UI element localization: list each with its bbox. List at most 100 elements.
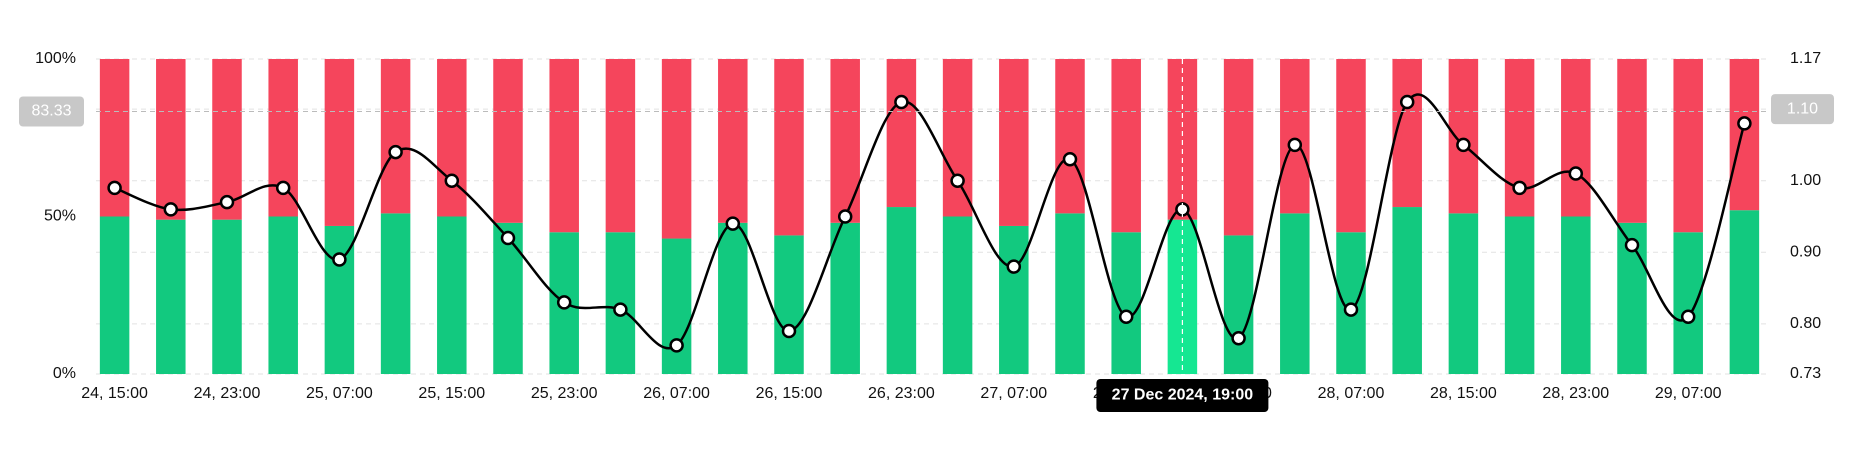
bar-segment	[718, 59, 748, 223]
crosshair-x-box	[1096, 379, 1269, 412]
ratio-point	[275, 180, 291, 196]
bar-segment	[1280, 59, 1310, 214]
crosshair-y2-box	[1771, 94, 1834, 125]
ratio-point	[500, 230, 516, 246]
ratio-line	[114, 93, 1746, 350]
bar-segment	[437, 59, 467, 217]
bar-segment	[661, 59, 692, 239]
y2-tick-label: 1.17	[1790, 50, 1821, 67]
bar-segment	[942, 59, 973, 217]
ratio-point	[1343, 302, 1359, 317]
bar-segment	[212, 219, 242, 374]
bar-segment	[718, 222, 748, 374]
bar-segment	[268, 216, 298, 374]
bar-segment	[437, 216, 467, 374]
bar-segment	[830, 59, 860, 223]
bar-segment	[1729, 59, 1760, 211]
y-tick-label: 50%	[44, 208, 76, 225]
x-tick-label: 29, 07:00	[1655, 385, 1722, 402]
bar-segment	[774, 235, 804, 374]
bar-segment	[1561, 216, 1591, 374]
ratio-point	[163, 202, 179, 217]
x-tick-label: 28, 23:00	[1542, 385, 1609, 402]
ratio-point	[1231, 330, 1246, 346]
ratio-point	[556, 295, 572, 310]
bar-segment	[156, 59, 186, 220]
bar-segment	[999, 59, 1029, 226]
x-tick-label: 25, 15:00	[418, 385, 485, 402]
bar-segment	[1223, 59, 1254, 236]
y-tick-label: 0%	[53, 365, 76, 382]
ratio-point	[1737, 116, 1752, 131]
x-tick-label: 26, 15:00	[756, 385, 823, 402]
y-tick-label: 100%	[35, 50, 76, 67]
crosshair-y-box	[19, 96, 84, 127]
x-tick-label: 28, 15:00	[1430, 385, 1497, 402]
x-tick-label: 24, 23:00	[194, 385, 261, 402]
bar-segment	[156, 219, 186, 374]
bar-segment	[1280, 213, 1310, 374]
bar-segment	[1617, 59, 1647, 223]
bar-segment	[1055, 59, 1085, 214]
bar-segment	[1111, 59, 1141, 233]
bar-segment	[886, 207, 917, 374]
bar-segment	[1561, 59, 1591, 217]
bar-segment	[493, 222, 523, 374]
bar-segment	[886, 59, 917, 208]
bar-segment	[1336, 59, 1366, 233]
ratio-point	[1456, 137, 1471, 153]
y2-tick-label: 0.73	[1790, 365, 1821, 382]
ratio-point	[837, 209, 853, 224]
x-tick-label: 25, 07:00	[306, 385, 373, 402]
bar-segment	[661, 238, 692, 374]
ratio-point	[669, 338, 684, 353]
y2-tick-label: 0.90	[1790, 244, 1821, 261]
x-tick-label: 24, 15:00	[81, 385, 148, 402]
bar-segment	[212, 59, 242, 220]
bar-segment	[942, 216, 973, 374]
ratio-point	[950, 173, 965, 188]
bar-segment	[380, 59, 411, 214]
x-tick-label: 27, 07:00	[980, 385, 1047, 402]
ratio-point	[1118, 309, 1134, 324]
bar-segment	[1392, 207, 1422, 374]
ratio-point	[219, 194, 235, 210]
bar-segment	[1223, 235, 1254, 374]
bar-segment	[1729, 210, 1760, 374]
ratio-point	[1287, 137, 1303, 153]
ratio-point	[1680, 309, 1696, 324]
bar-segment	[1673, 59, 1703, 233]
bar-segment	[999, 225, 1029, 374]
x-tick-label: 28, 07:00	[1318, 385, 1385, 402]
bar-segment	[830, 222, 860, 374]
bar-segment	[99, 216, 130, 374]
crosshair-x-label: 27 Dec 2024, 19:00	[1112, 387, 1254, 404]
bar-segment	[1448, 213, 1479, 374]
bar-segment	[774, 59, 804, 236]
ratio-point	[1624, 237, 1640, 253]
ratio-point	[1399, 94, 1415, 110]
x-tick-label: 26, 23:00	[868, 385, 935, 402]
bar-segment	[493, 59, 523, 223]
crosshair-y-label: 83.33	[31, 103, 71, 120]
y2-tick-label: 1.00	[1790, 172, 1821, 189]
bar-segment	[1448, 59, 1479, 214]
bar-segment	[1673, 232, 1703, 374]
ratio-point	[1006, 259, 1022, 274]
bar-segment	[1167, 59, 1198, 220]
y2-tick-label: 0.80	[1790, 315, 1821, 332]
ratio-point	[388, 144, 403, 160]
ratio-point	[1062, 151, 1078, 167]
bar-segment	[380, 213, 411, 374]
x-tick-label: 25, 23:00	[531, 385, 598, 402]
ratio-point	[781, 323, 797, 339]
bar-segment	[1055, 213, 1085, 374]
bar-segment	[324, 59, 355, 226]
ratio-point	[613, 302, 628, 317]
x-tick-label: 26, 07:00	[643, 385, 710, 402]
bar-segment	[549, 59, 579, 233]
ratio-point	[1512, 180, 1527, 196]
ratio-point	[1568, 166, 1584, 181]
ratio-point	[725, 216, 741, 231]
